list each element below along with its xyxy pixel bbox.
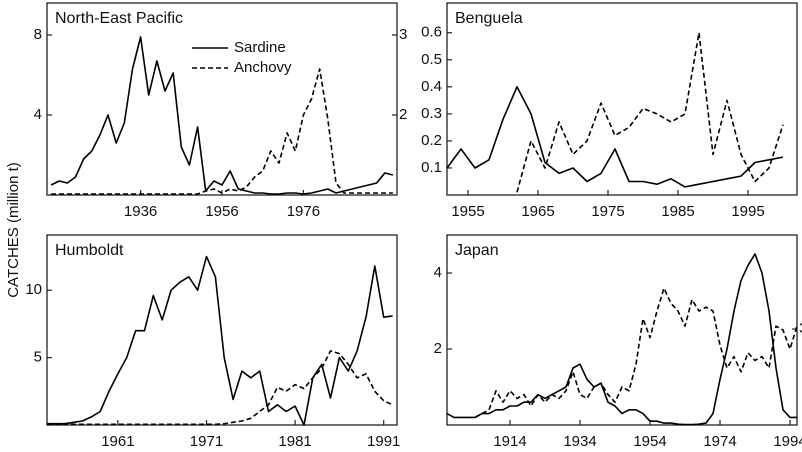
y-tick-label: 10 bbox=[25, 281, 42, 298]
series-line bbox=[516, 31, 784, 193]
y-tick-label: 4 bbox=[434, 264, 442, 281]
x-tick-label: 1991 bbox=[367, 433, 400, 450]
panel-title: Benguela bbox=[455, 10, 523, 27]
x-tick-label: 1934 bbox=[563, 433, 596, 450]
x-tick-label: 1976 bbox=[287, 203, 320, 220]
series-line bbox=[47, 350, 393, 426]
y-tick-label: 0.4 bbox=[421, 78, 442, 95]
y-tick-label: 0.3 bbox=[421, 105, 442, 122]
legend-label: Anchovy bbox=[234, 59, 292, 76]
y-tick-label: 0.6 bbox=[421, 24, 442, 41]
x-tick-label: 1971 bbox=[190, 433, 223, 450]
series-line bbox=[47, 255, 393, 426]
series-line bbox=[51, 68, 393, 195]
y-axis-label: CATCHES (million t) bbox=[5, 162, 22, 298]
x-tick-label: 1985 bbox=[661, 203, 694, 220]
x-tick-label: 1995 bbox=[731, 203, 764, 220]
y2-tick-label: 3 bbox=[399, 26, 407, 43]
y-tick-label: 4 bbox=[34, 106, 42, 123]
y-tick-label: 8 bbox=[34, 26, 42, 43]
series-line bbox=[474, 287, 798, 419]
x-tick-label: 1975 bbox=[591, 203, 624, 220]
series-line bbox=[446, 86, 784, 188]
series-line bbox=[446, 253, 797, 426]
y2-tick-label: 3 bbox=[799, 320, 802, 337]
x-tick-label: 1965 bbox=[521, 203, 554, 220]
panel-title: Humboldt bbox=[55, 242, 124, 259]
x-tick-label: 1954 bbox=[633, 433, 666, 450]
x-tick-label: 1955 bbox=[451, 203, 484, 220]
x-tick-label: 1981 bbox=[278, 433, 311, 450]
x-tick-label: 1914 bbox=[493, 433, 526, 450]
plot-frame bbox=[446, 234, 798, 426]
plot-frame bbox=[46, 2, 398, 196]
y-tick-label: 0.1 bbox=[421, 159, 442, 176]
x-tick-label: 1994 bbox=[773, 433, 802, 450]
x-tick-label: 1961 bbox=[101, 433, 134, 450]
legend-label: Sardine bbox=[234, 39, 286, 56]
y-tick-label: 0.5 bbox=[421, 51, 442, 68]
plot-frame bbox=[446, 2, 798, 196]
y-tick-label: 0.2 bbox=[421, 132, 442, 149]
y2-tick-label: 2 bbox=[399, 106, 407, 123]
x-tick-label: 1936 bbox=[124, 203, 157, 220]
y-tick-label: 2 bbox=[434, 340, 442, 357]
x-tick-label: 1956 bbox=[205, 203, 238, 220]
plot-frame bbox=[46, 234, 398, 426]
y-tick-label: 5 bbox=[34, 349, 42, 366]
panel-title: North-East Pacific bbox=[55, 10, 183, 27]
panel-title: Japan bbox=[455, 242, 499, 259]
series-line bbox=[50, 36, 394, 195]
x-tick-label: 1974 bbox=[703, 433, 736, 450]
